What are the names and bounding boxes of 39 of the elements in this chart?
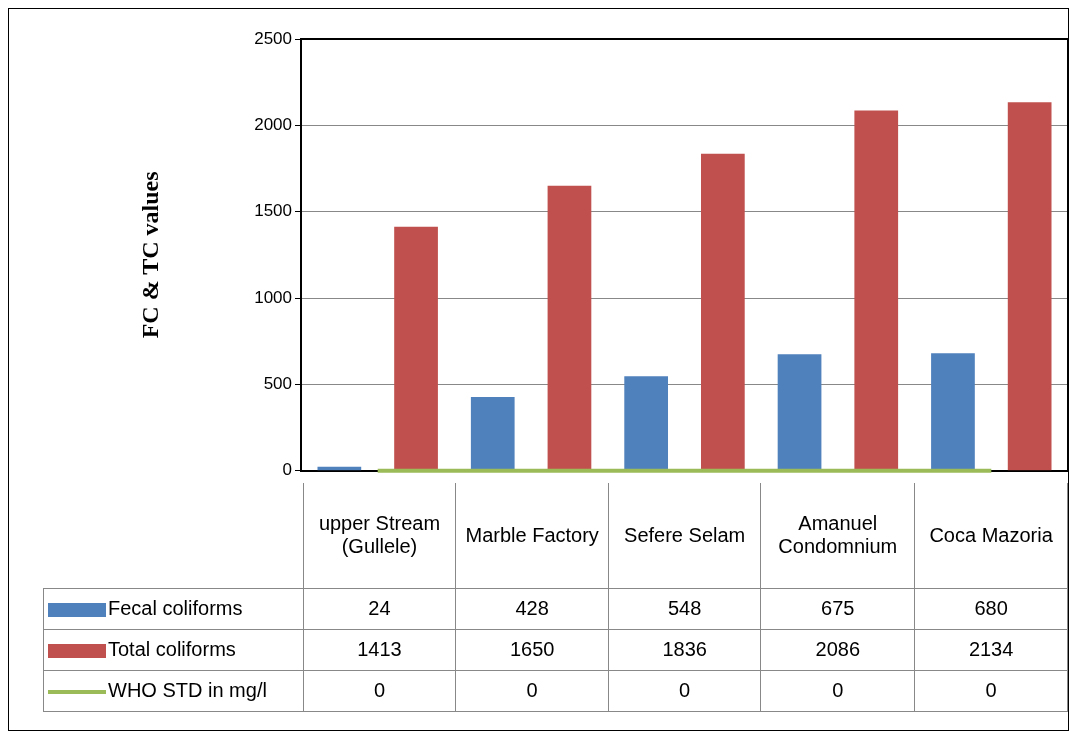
bar [1007, 102, 1052, 471]
data-label: 548 [608, 588, 761, 629]
legend-label: WHO STD in mg/l [43, 670, 304, 711]
bar [624, 376, 669, 471]
legend-label: Total coliforms [43, 629, 304, 670]
x-tick-label: Marble Factory [455, 483, 609, 588]
y-tick-label: 1500 [254, 201, 292, 221]
x-tick-label: Amanuel Condomnium [760, 483, 915, 588]
data-label: 2086 [760, 629, 915, 670]
data-label: 1650 [455, 629, 609, 670]
data-label: 0 [303, 670, 456, 711]
data-label: 0 [608, 670, 761, 711]
bar [931, 353, 975, 471]
data-label: 2134 [914, 629, 1068, 670]
data-label: 1413 [303, 629, 456, 670]
bar [854, 110, 899, 471]
y-tick-label: 1000 [254, 287, 292, 307]
legend-label: Fecal coliforms [43, 588, 304, 629]
data-label: 680 [914, 588, 1068, 629]
bar [547, 185, 592, 471]
x-tick-label: upper Stream (Gullele) [303, 483, 456, 588]
y-tick-label: 2500 [254, 28, 292, 48]
y-axis-title: FC & TC values [136, 171, 163, 339]
bar [700, 153, 745, 471]
data-label: 0 [455, 670, 609, 711]
data-label: 0 [760, 670, 915, 711]
data-label: 1836 [608, 629, 761, 670]
data-label: 24 [303, 588, 456, 629]
y-tick-label: 2000 [254, 115, 292, 135]
bar [394, 226, 438, 471]
bar [777, 354, 822, 471]
data-label: 0 [914, 670, 1068, 711]
y-tick-label: 500 [263, 374, 292, 394]
bar [470, 396, 515, 471]
y-tick-label: 0 [282, 460, 292, 480]
x-tick-label: Sefere Selam [608, 483, 761, 588]
data-label: 675 [760, 588, 915, 629]
x-tick-label: Coca Mazoria [914, 483, 1068, 588]
data-label: 428 [455, 588, 609, 629]
